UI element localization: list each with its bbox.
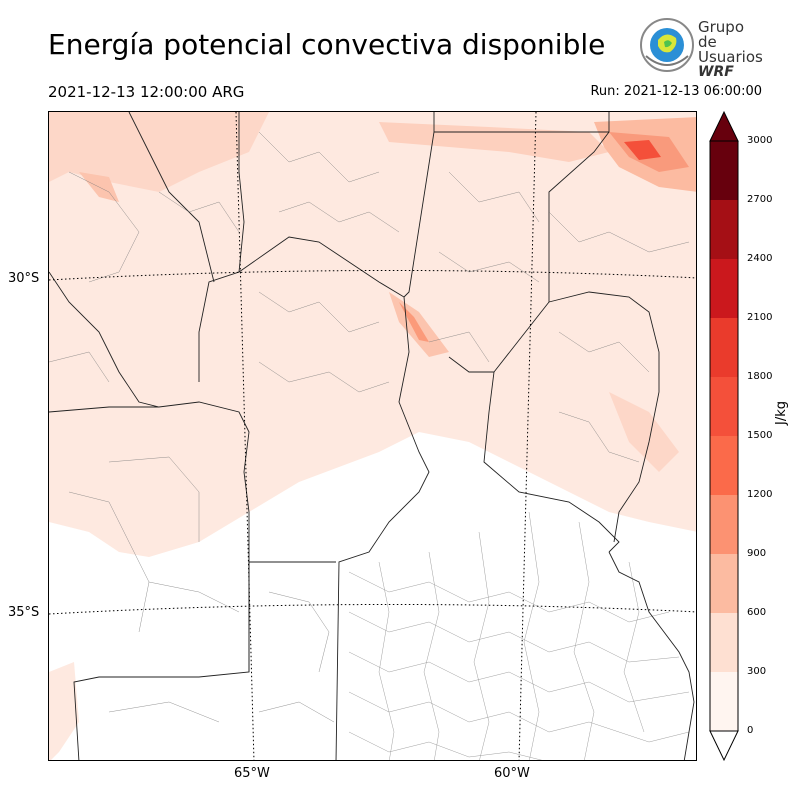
cape-shading	[49, 112, 696, 760]
lon-label-60w: 60°W	[494, 766, 530, 781]
colorbar-tick-label: 1200	[747, 489, 773, 500]
province-borders	[49, 112, 660, 760]
logo-text: Grupo de Usuarios WRF	[698, 18, 763, 80]
map-title: Energía potencial convectiva disponible	[48, 28, 606, 61]
coastline	[608, 551, 695, 760]
colorbar-tick-label: 600	[747, 607, 767, 618]
map-panel	[48, 111, 697, 761]
colorbar-band	[710, 318, 738, 377]
wrf-logo: Grupo de Usuarios WRF	[638, 16, 763, 80]
graticule	[49, 112, 696, 760]
colorbar-band	[710, 200, 738, 259]
colorbar-tick-label: 2400	[747, 253, 773, 264]
colorbar-band	[710, 613, 738, 672]
colorbar-band	[710, 554, 738, 613]
colorbar-tick-label: 2700	[747, 194, 773, 205]
colorbar-tick-label: 2100	[747, 312, 773, 323]
lat-label-30s: 30°S	[8, 271, 40, 286]
run-time: Run: 2021-12-13 06:00:00	[590, 84, 762, 99]
colorbar-band	[710, 259, 738, 318]
colorbar-band	[710, 495, 738, 554]
colorbar-tick-label: 300	[747, 666, 767, 677]
colorbar-tick-label: 3000	[747, 135, 773, 146]
colorbar-band	[710, 672, 738, 731]
department-borders	[49, 131, 690, 723]
colorbar-frame	[709, 140, 739, 732]
colorbar-bands	[710, 141, 738, 731]
cape-field-map	[49, 112, 696, 760]
colorbar-band	[710, 377, 738, 436]
buenos-aires-partidos	[348, 511, 690, 760]
colorbar-band	[710, 436, 738, 495]
colorbar-tick-label: 0	[747, 725, 754, 736]
valid-time: 2021-12-13 12:00:00 ARG	[48, 83, 245, 101]
lon-label-65w: 65°W	[234, 766, 270, 781]
lat-label-35s: 35°S	[8, 605, 40, 620]
colorbar-unit: J/kg	[774, 401, 789, 425]
colorbar	[709, 110, 739, 762]
colorbar-tick-label: 1500	[747, 430, 773, 441]
colorbar-max-extension	[709, 110, 739, 142]
colorbar-min-extension	[709, 730, 739, 762]
colorbar-tick-label: 1800	[747, 371, 773, 382]
colorbar-band	[710, 141, 738, 200]
logo-globe-icon	[640, 18, 694, 72]
colorbar-tick-label: 900	[747, 548, 767, 559]
